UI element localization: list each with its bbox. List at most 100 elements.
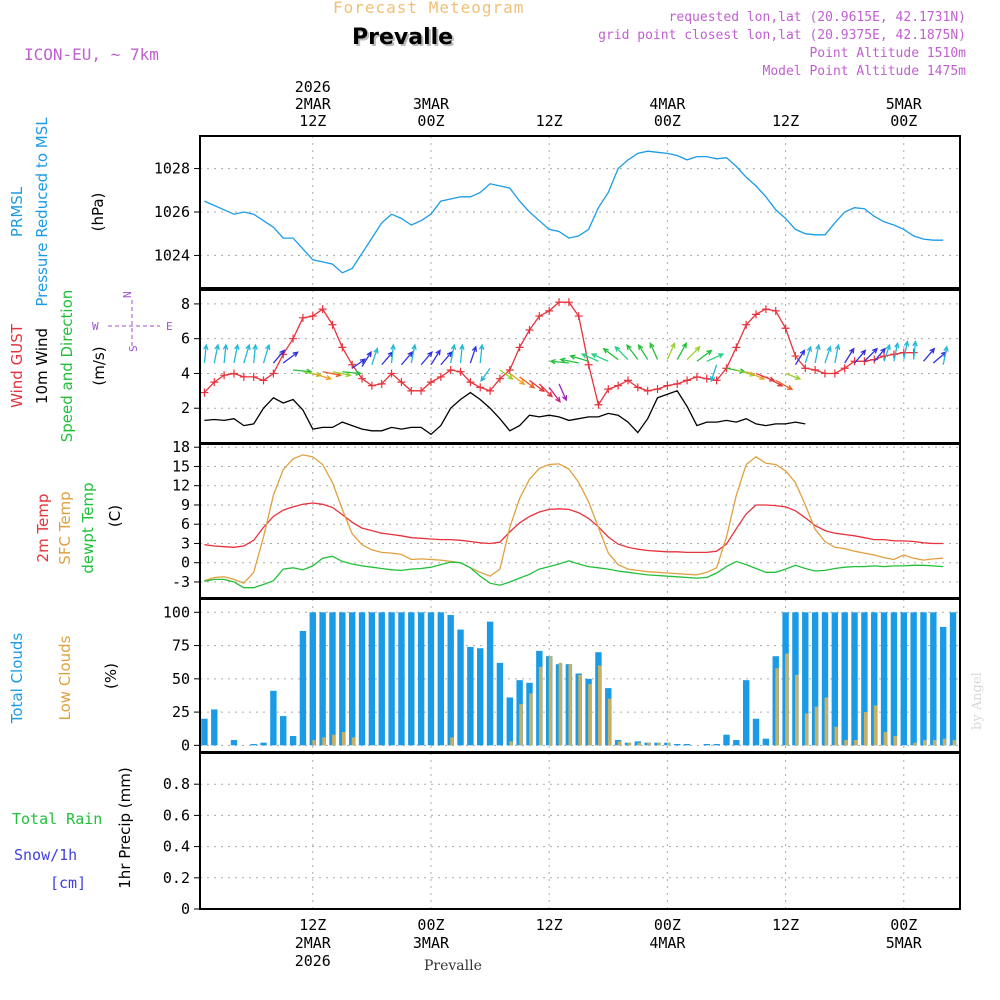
- total-cloud-bar: [309, 612, 316, 746]
- low-cloud-bar: [617, 741, 622, 746]
- bottom-time-label: 3MAR: [413, 934, 450, 952]
- wind-arrow: [873, 347, 887, 362]
- bottom-time-label: 12Z: [772, 916, 799, 934]
- wind-arrow: [262, 343, 271, 364]
- low-cloud-bar: [863, 712, 868, 746]
- gust-marker: [761, 305, 770, 314]
- gust-marker: [525, 325, 534, 334]
- total-cloud-bar: [486, 621, 494, 746]
- bottom-time-label: 00Z: [654, 916, 681, 934]
- gust-marker: [426, 378, 435, 387]
- wind-arrow: [794, 349, 806, 366]
- panel-label: PRMSL: [8, 186, 26, 237]
- wind-arrow: [686, 345, 701, 361]
- gust-marker: [732, 343, 741, 352]
- total-cloud-bar: [703, 744, 710, 746]
- wind-arrow: [351, 358, 366, 369]
- low-cloud-bar: [893, 736, 897, 746]
- low-cloud-bar: [588, 684, 592, 746]
- wind-arrow: [602, 347, 619, 361]
- gust-marker: [220, 371, 229, 380]
- gust-marker: [545, 306, 554, 315]
- low-cloud-bar: [529, 693, 533, 746]
- gust-marker: [899, 348, 908, 357]
- low-cloud-bar: [322, 737, 326, 746]
- wind-arrow: [863, 347, 879, 362]
- gust-marker: [367, 381, 376, 390]
- low-cloud-bar: [509, 741, 513, 746]
- gust-marker: [397, 378, 406, 387]
- gust-marker: [338, 343, 347, 352]
- panel-label: Wind GUST: [8, 323, 26, 408]
- wind-arrow: [626, 343, 639, 360]
- y-tick-label: 50: [172, 670, 190, 688]
- low-cloud-bar: [607, 698, 612, 746]
- requested-coords: requested lon,lat (20.9615E, 42.1731N): [668, 10, 966, 25]
- total-cloud-bar: [742, 680, 750, 746]
- total-cloud-bar: [880, 612, 888, 746]
- low-cloud-bar: [341, 732, 346, 746]
- gust-marker: [308, 312, 317, 321]
- wind-arrow: [726, 367, 746, 374]
- series-prmsl: [204, 150, 944, 274]
- total-cloud-bar: [821, 612, 829, 746]
- wind-arrow: [824, 345, 832, 364]
- top-time-label: 00Z: [654, 112, 681, 130]
- bottom-time-label: 00Z: [890, 916, 917, 934]
- total-cloud-bar: [339, 612, 346, 746]
- wind-arrow: [765, 376, 784, 387]
- gust-marker: [850, 357, 859, 366]
- total-cloud-bar: [871, 612, 878, 746]
- total-cloud-bar: [260, 742, 267, 746]
- wind-arrow: [549, 358, 569, 365]
- total-cloud-bar: [437, 612, 445, 746]
- wind-arrow: [814, 343, 821, 364]
- total-cloud-bar: [939, 626, 947, 746]
- gust-marker: [643, 386, 652, 395]
- gust-marker: [495, 374, 504, 383]
- wind-arrow: [893, 341, 900, 362]
- wind-arrow: [282, 351, 299, 364]
- wind-arrow: [400, 351, 414, 366]
- low-cloud-bar: [844, 740, 848, 746]
- unit-label: (%): [102, 663, 120, 689]
- gust-marker: [594, 400, 603, 409]
- y-tick-label: 4: [181, 364, 190, 382]
- y-tick-label: 100: [163, 603, 190, 621]
- gust-marker: [801, 364, 810, 373]
- series-sfc-temp: [204, 454, 944, 584]
- low-cloud-bar: [519, 704, 523, 746]
- panel-label: Total Rain: [12, 810, 102, 828]
- wind-arrow: [903, 340, 910, 360]
- compass-cross: [108, 300, 160, 348]
- y-tick-label: 0.4: [163, 838, 190, 856]
- total-cloud-bar: [910, 612, 917, 746]
- gust-marker: [348, 360, 357, 369]
- wind-arrow: [883, 343, 891, 362]
- bottom-time-label: 4MAR: [649, 934, 686, 952]
- gust-marker: [870, 355, 879, 364]
- gust-marker: [702, 374, 711, 383]
- y-tick-label: 0.6: [163, 806, 190, 824]
- y-tick-label: 0: [181, 554, 190, 572]
- gust-marker: [229, 369, 238, 378]
- panel-clouds: 0 25 50 75 100 Total Clouds Low Clouds (%): [8, 598, 961, 754]
- y-tick-label: 0: [181, 900, 190, 918]
- panel-wind: 2 4 6 8 N W E S Wind GUST 10m Wind Speed and Direc…: [8, 289, 961, 444]
- unit-label: (hPa): [89, 193, 107, 232]
- top-time-label: 5MAR: [886, 95, 923, 113]
- panel-label: SFC Temp: [56, 491, 74, 564]
- total-cloud-bar: [457, 629, 464, 746]
- gust-marker: [486, 386, 495, 395]
- point-altitude: Point Altitude 1510m: [809, 46, 966, 61]
- total-cloud-bar: [861, 612, 868, 746]
- gust-marker: [840, 364, 849, 373]
- y-tick-label: 3: [181, 534, 190, 552]
- total-cloud-bar: [447, 614, 454, 746]
- bottom-time-label: 12Z: [299, 916, 326, 934]
- gust-marker: [446, 365, 455, 374]
- total-cloud-bar: [802, 612, 809, 746]
- gust-marker: [692, 372, 701, 381]
- gust-marker: [259, 376, 268, 385]
